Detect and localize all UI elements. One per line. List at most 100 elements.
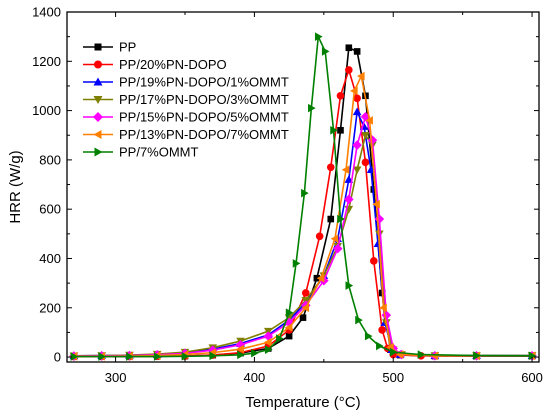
- data-point: [345, 44, 353, 52]
- data-point: [360, 111, 371, 122]
- data-point: [417, 350, 426, 359]
- data-point: [315, 232, 324, 241]
- series-line: [73, 134, 533, 357]
- data-point: [353, 48, 361, 55]
- axes: 0 200 400 600 800 1000 1200 1400 300 400 500 600: [32, 5, 543, 386]
- data-point: [345, 281, 354, 290]
- data-point: [389, 347, 398, 357]
- data-point: [372, 199, 380, 209]
- data-point: [370, 257, 378, 265]
- legend-label: PP: [119, 40, 136, 55]
- data-point: [381, 310, 392, 320]
- data-point: [301, 289, 310, 297]
- data-point: [264, 345, 273, 354]
- x-tick-label: 400: [244, 370, 266, 385]
- y-tick-label: 1000: [32, 103, 61, 118]
- data-point: [126, 352, 134, 361]
- data-point: [251, 348, 259, 358]
- data-point: [330, 126, 338, 135]
- data-point: [70, 352, 79, 361]
- data-point: [367, 135, 378, 145]
- y-tick-label: 800: [39, 152, 61, 167]
- data-point: [352, 140, 362, 150]
- legend-label: PP/13%PN-DOPO/7%OMMT: [119, 127, 289, 142]
- data-point: [336, 92, 345, 100]
- data-point: [327, 215, 335, 223]
- data-point: [473, 351, 481, 360]
- legend-marker: [93, 96, 103, 104]
- data-point: [314, 32, 323, 41]
- y-tick-label: 1200: [32, 54, 61, 69]
- data-point: [337, 214, 345, 224]
- data-point: [528, 351, 537, 361]
- data-point: [292, 259, 301, 268]
- data-point: [357, 71, 365, 81]
- data-point: [209, 351, 218, 361]
- legend-label: PP/17%PN-DOPO/3%OMMT: [119, 92, 289, 107]
- data-point: [341, 165, 350, 175]
- data-point: [345, 66, 353, 74]
- data-point: [350, 86, 358, 96]
- legend-marker: [93, 112, 103, 122]
- legend-marker: [94, 60, 102, 69]
- data-point: [344, 194, 354, 205]
- series-6: [70, 32, 537, 361]
- legend-item: PP/20%PN-DOPO: [83, 57, 227, 72]
- legend-item: PP/7%OMMT: [83, 145, 199, 160]
- data-point: [276, 334, 284, 343]
- data-point: [98, 352, 107, 361]
- data-point: [352, 166, 362, 175]
- data-point: [237, 350, 245, 360]
- legend-item: PP/17%PN-DOPO/3%OMMT: [83, 92, 289, 107]
- x-axis-title: Temperature (°C): [245, 394, 360, 411]
- legend-label: PP/15%PN-DOPO/5%OMMT: [119, 110, 289, 125]
- data-point: [332, 243, 343, 254]
- data-point: [299, 314, 307, 321]
- data-point: [330, 234, 339, 244]
- data-point: [284, 323, 293, 332]
- data-point: [370, 186, 378, 193]
- data-point: [353, 94, 361, 103]
- y-tick-label: 200: [39, 300, 61, 315]
- x-tick-label: 500: [382, 370, 404, 385]
- legend-item: PP/13%PN-DOPO/7%OMMT: [83, 127, 289, 142]
- y-axis-title: HRR (W/g): [7, 150, 24, 223]
- data-point: [316, 273, 325, 283]
- data-point: [361, 131, 370, 140]
- plot-area: [69, 32, 537, 361]
- data-point: [181, 352, 190, 361]
- legend-marker: [94, 43, 102, 51]
- data-point: [263, 337, 272, 347]
- legend-item: PP/19%PN-DOPO/1%OMMT: [83, 75, 289, 90]
- legend-item: PP: [83, 40, 136, 55]
- data-point: [236, 344, 244, 354]
- legend-item: PP/15%PN-DOPO/5%OMMT: [83, 110, 289, 125]
- data-point: [374, 214, 385, 224]
- data-point: [337, 127, 344, 134]
- legend-label: PP/20%PN-DOPO: [119, 57, 227, 72]
- y-tick-label: 0: [54, 350, 61, 365]
- data-point: [301, 303, 310, 313]
- plot-frame: [66, 11, 540, 363]
- data-point: [430, 351, 439, 361]
- legend-marker: [94, 147, 103, 157]
- data-point: [364, 331, 373, 341]
- legend-label: PP/7%OMMT: [119, 145, 199, 160]
- legend-marker: [93, 77, 103, 86]
- data-point: [301, 188, 309, 198]
- data-point: [361, 158, 370, 167]
- data-point: [352, 107, 362, 116]
- y-tick-label: 400: [39, 251, 61, 266]
- y-tick-label: 1400: [32, 5, 61, 20]
- legend: PP PP/20%PN-DOPO PP/19%PN-DOPO/1%OMMT PP/17…: [83, 40, 289, 160]
- series-3: [69, 131, 537, 361]
- data-point: [308, 103, 316, 113]
- data-point: [355, 315, 363, 325]
- data-point: [376, 341, 384, 351]
- data-point: [285, 332, 293, 340]
- data-point: [207, 345, 218, 355]
- x-tick-label: 600: [521, 370, 543, 385]
- y-tick-label: 600: [39, 202, 61, 217]
- data-point: [285, 308, 294, 318]
